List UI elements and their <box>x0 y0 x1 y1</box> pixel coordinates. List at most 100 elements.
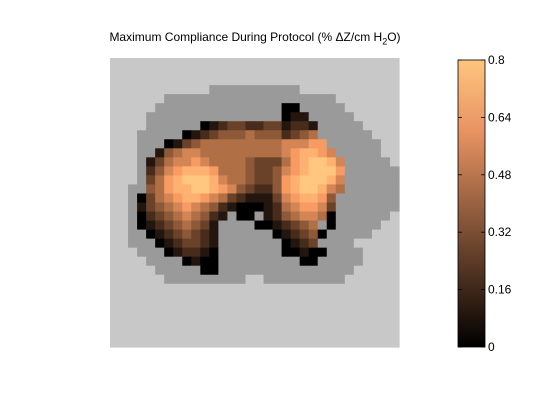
outside-cell <box>218 85 229 95</box>
background-cell <box>137 256 147 267</box>
background-cell <box>299 58 310 68</box>
heatmap-cell <box>200 247 210 258</box>
background-cell <box>371 58 382 68</box>
background-cell <box>326 301 337 312</box>
background-cell <box>281 283 292 294</box>
background-cell <box>119 121 129 131</box>
background-cell <box>236 292 247 303</box>
outside-cell <box>173 256 183 267</box>
outside-cell <box>353 157 364 167</box>
heatmap-cell <box>281 211 292 222</box>
heatmap-cell <box>173 247 183 258</box>
background-cell <box>173 85 183 95</box>
background-cell <box>344 58 355 68</box>
outside-cell <box>353 229 364 240</box>
background-cell <box>317 292 328 303</box>
heatmap-cell <box>155 238 165 249</box>
heatmap-cell <box>164 220 174 231</box>
heatmap-cell <box>209 211 219 222</box>
heatmap-cell <box>218 184 229 195</box>
background-cell <box>344 283 355 294</box>
background-cell <box>380 94 391 104</box>
background-cell <box>263 319 274 330</box>
outside-cell <box>353 166 364 177</box>
outside-cell <box>245 256 256 267</box>
heatmap-cell <box>209 247 219 258</box>
outside-cell <box>344 175 355 186</box>
background-cell <box>200 67 210 77</box>
background-cell <box>110 274 120 285</box>
outside-cell <box>371 166 382 177</box>
heatmap-cell <box>245 139 256 149</box>
background-cell <box>389 328 400 339</box>
heatmap-cell <box>245 121 256 131</box>
background-cell <box>209 310 219 321</box>
background-cell <box>236 328 247 339</box>
outside-cell <box>380 202 391 213</box>
outside-cell <box>137 229 147 240</box>
outside-cell <box>371 175 382 186</box>
outside-cell <box>164 265 174 276</box>
heatmap-cell <box>290 175 301 186</box>
outside-cell <box>155 112 165 122</box>
outside-cell <box>362 229 373 240</box>
heatmap-cell <box>227 175 238 186</box>
outside-cell <box>155 139 165 149</box>
outside-cell <box>317 112 328 122</box>
outside-cell <box>299 94 310 104</box>
outside-cell <box>371 211 382 222</box>
heatmap-cell <box>191 202 201 213</box>
background-cell <box>200 319 210 330</box>
background-cell <box>110 175 120 186</box>
background-cell <box>164 328 174 339</box>
background-cell <box>209 292 219 303</box>
background-cell <box>119 148 129 158</box>
outside-cell <box>317 265 328 276</box>
heatmap-cell <box>299 256 310 267</box>
outside-cell <box>164 112 174 122</box>
heatmap-cell <box>245 157 256 167</box>
background-cell <box>146 67 156 77</box>
background-cell <box>362 256 373 267</box>
background-cell <box>182 67 192 77</box>
outside-cell <box>344 265 355 276</box>
outside-cell <box>182 94 192 104</box>
outside-cell <box>281 94 292 104</box>
background-cell <box>110 121 120 131</box>
outside-cell <box>137 148 147 158</box>
heatmap-cell <box>200 265 210 276</box>
outside-cell <box>335 139 346 149</box>
outside-cell <box>227 229 238 240</box>
outside-cell <box>353 256 364 267</box>
outside-cell <box>137 184 147 195</box>
background-cell <box>353 310 364 321</box>
heatmap-cell <box>308 247 319 258</box>
background-cell <box>182 337 192 348</box>
heatmap-cell <box>155 175 165 186</box>
outside-cell <box>272 238 283 249</box>
background-cell <box>110 202 120 213</box>
background-cell <box>389 238 400 249</box>
background-cell <box>371 319 382 330</box>
background-cell <box>362 274 373 285</box>
heatmap-cell <box>146 157 156 167</box>
background-cell <box>110 103 120 113</box>
background-cell <box>362 76 373 86</box>
heatmap-cell <box>308 211 319 222</box>
background-cell <box>110 229 120 240</box>
background-cell <box>146 274 156 285</box>
background-cell <box>317 328 328 339</box>
heatmap-cell <box>227 166 238 177</box>
outside-cell <box>326 103 337 113</box>
outside-cell <box>335 229 346 240</box>
background-cell <box>227 67 238 77</box>
heatmap-cell <box>218 157 229 167</box>
heatmap-cell <box>317 166 328 177</box>
heatmap-cell <box>191 229 201 240</box>
background-cell <box>146 328 156 339</box>
outside-cell <box>254 211 265 222</box>
background-cell <box>164 67 174 77</box>
background-cell <box>290 67 301 77</box>
heatmap-cell <box>182 211 192 222</box>
outside-cell <box>344 229 355 240</box>
